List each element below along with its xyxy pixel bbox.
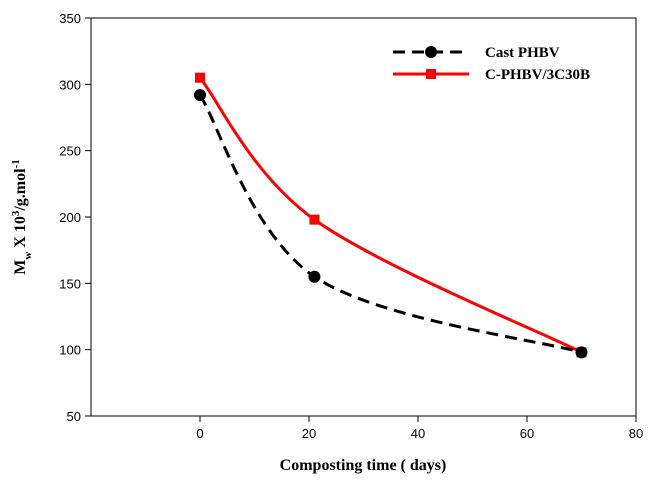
x-tick-label: 60: [520, 426, 534, 441]
y-tick-label: 50: [67, 409, 81, 424]
data-point: [195, 72, 205, 83]
y-tick-label: 100: [59, 343, 81, 358]
y-axis-title-sup2: -1: [10, 159, 22, 168]
y-axis-ticks: 50 100 150 200 250 300 350: [59, 11, 91, 424]
x-tick-label: 40: [411, 426, 425, 441]
legend-marker: [425, 46, 437, 58]
y-axis-title: Mw X 103/g.mol-1: [10, 159, 34, 275]
legend-item: Cast PHBV: [393, 45, 560, 61]
x-tick-label: 80: [629, 426, 643, 441]
x-tick-label: 20: [302, 426, 316, 441]
y-axis-title-base: M: [12, 260, 29, 275]
legend-label: Cast PHBV: [485, 45, 560, 61]
data-point: [308, 270, 321, 283]
legend-marker: [426, 69, 436, 79]
y-tick-label: 150: [59, 276, 81, 291]
x-axis-ticks: 0 20 40 60 80: [196, 416, 643, 441]
legend-label: C-PHBV/3C30B: [485, 67, 590, 83]
y-axis-title-tail: /g.mol: [12, 168, 29, 212]
data-point: [194, 88, 206, 101]
y-tick-label: 350: [59, 11, 81, 26]
legend: Cast PHBV C-PHBV/3C30B: [393, 45, 590, 83]
series-layer: [194, 72, 588, 359]
x-tick-label: 0: [196, 426, 203, 441]
series-0: [194, 88, 588, 359]
series-line: [198, 76, 583, 354]
data-point: [575, 346, 588, 359]
y-axis-title-group: Mw X 103/g.mol-1: [10, 159, 34, 275]
x-axis-title: Composting time ( days): [280, 457, 447, 474]
series-1: [195, 72, 587, 358]
y-tick-label: 200: [59, 210, 81, 225]
y-axis-title-mid: X 10: [12, 216, 29, 252]
y-tick-label: 250: [59, 144, 81, 159]
data-point: [309, 214, 320, 225]
legend-item: C-PHBV/3C30B: [393, 67, 590, 83]
y-tick-label: 300: [59, 77, 81, 92]
y-axis-title-sup1: 3: [10, 210, 22, 216]
y-axis-title-sub: w: [22, 252, 34, 260]
series-line: [198, 94, 582, 354]
